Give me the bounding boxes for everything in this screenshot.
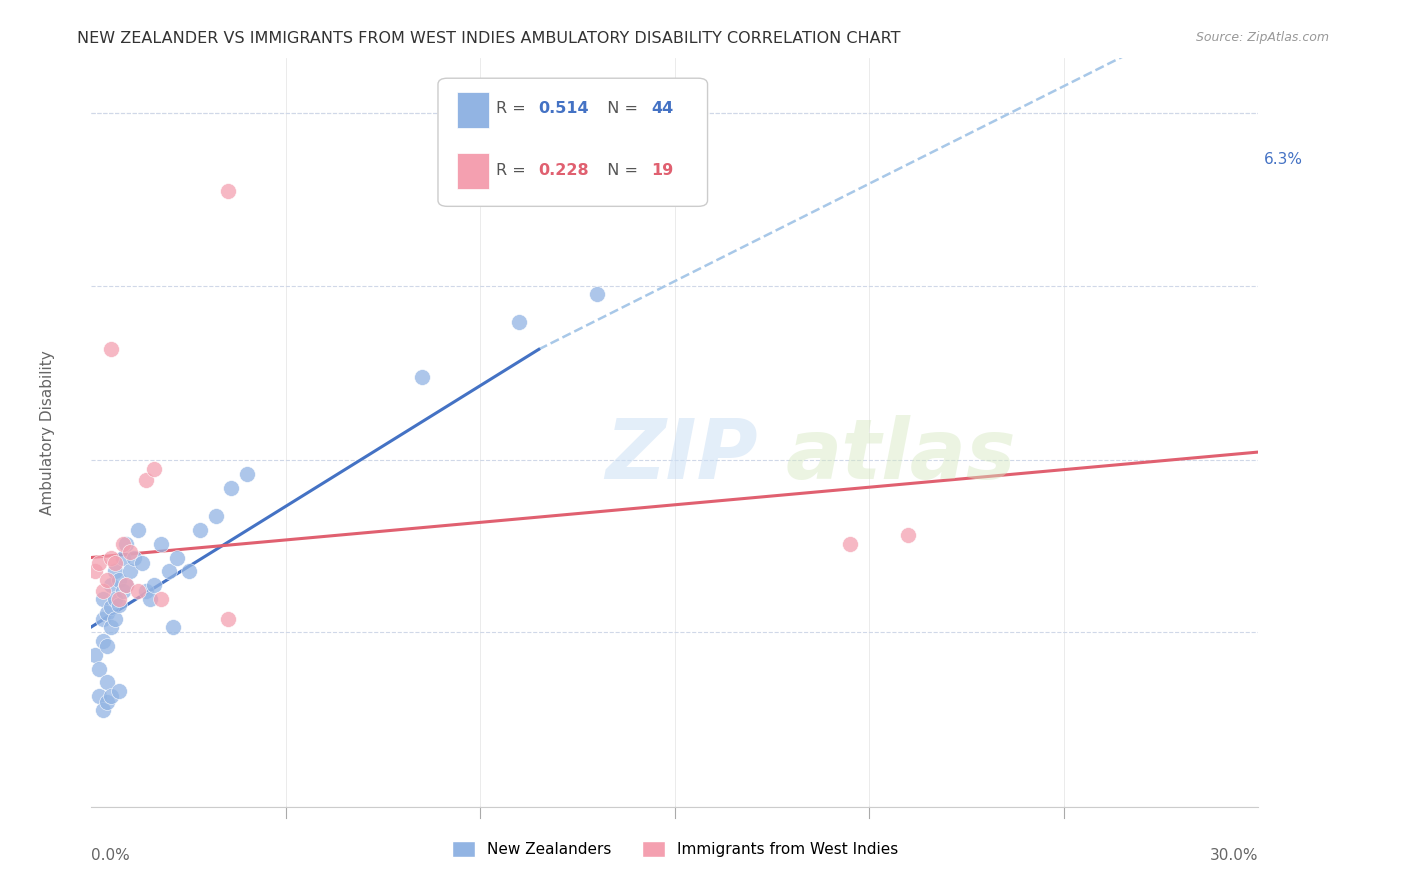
- Point: [217, 611, 239, 625]
- Text: 6.3%: 6.3%: [1264, 153, 1303, 167]
- Point: [166, 550, 188, 565]
- Text: 0.228: 0.228: [538, 163, 589, 178]
- Text: 0.514: 0.514: [538, 101, 589, 116]
- Point: [122, 550, 145, 565]
- Point: [84, 565, 107, 579]
- Point: [91, 583, 114, 598]
- Point: [104, 565, 127, 579]
- Point: [100, 343, 122, 357]
- Point: [217, 184, 239, 198]
- Point: [188, 523, 211, 537]
- Point: [91, 592, 114, 607]
- Point: [89, 556, 111, 570]
- FancyBboxPatch shape: [457, 92, 489, 128]
- Point: [107, 573, 129, 587]
- Point: [115, 536, 138, 550]
- Point: [107, 683, 129, 698]
- Text: 19: 19: [651, 163, 673, 178]
- Point: [111, 583, 134, 598]
- Point: [157, 565, 180, 579]
- Point: [96, 695, 118, 709]
- Point: [162, 620, 184, 634]
- Point: [131, 556, 153, 570]
- Point: [138, 592, 162, 607]
- Text: 0.0%: 0.0%: [91, 848, 131, 863]
- Point: [142, 578, 165, 592]
- Point: [150, 592, 173, 607]
- Point: [107, 598, 129, 612]
- Point: [221, 481, 243, 495]
- Text: Ambulatory Disability: Ambulatory Disability: [39, 351, 55, 515]
- Point: [91, 611, 114, 625]
- Point: [135, 473, 157, 487]
- Point: [89, 690, 111, 704]
- Point: [236, 467, 259, 482]
- Point: [127, 583, 149, 598]
- Point: [100, 690, 122, 704]
- FancyBboxPatch shape: [439, 78, 707, 206]
- Point: [89, 661, 111, 675]
- Text: 44: 44: [651, 101, 673, 116]
- Point: [91, 703, 114, 717]
- Point: [104, 556, 127, 570]
- Point: [120, 565, 142, 579]
- Text: ZIP: ZIP: [605, 415, 758, 496]
- Point: [838, 536, 860, 550]
- Text: atlas: atlas: [786, 415, 1017, 496]
- Point: [142, 461, 165, 475]
- Text: N =: N =: [596, 101, 643, 116]
- Point: [586, 286, 609, 301]
- Text: NEW ZEALANDER VS IMMIGRANTS FROM WEST INDIES AMBULATORY DISABILITY CORRELATION C: NEW ZEALANDER VS IMMIGRANTS FROM WEST IN…: [77, 31, 901, 46]
- Point: [111, 550, 134, 565]
- Point: [96, 606, 118, 620]
- Point: [120, 545, 142, 559]
- Point: [115, 578, 138, 592]
- Point: [205, 508, 228, 523]
- Text: R =: R =: [496, 101, 531, 116]
- Point: [96, 573, 118, 587]
- Text: 30.0%: 30.0%: [1211, 848, 1258, 863]
- Point: [84, 648, 107, 662]
- Point: [115, 578, 138, 592]
- Point: [150, 536, 173, 550]
- Point: [91, 633, 114, 648]
- Point: [135, 583, 157, 598]
- Point: [104, 611, 127, 625]
- Text: N =: N =: [596, 163, 643, 178]
- Point: [100, 550, 122, 565]
- Point: [127, 523, 149, 537]
- Point: [100, 600, 122, 615]
- Text: Source: ZipAtlas.com: Source: ZipAtlas.com: [1195, 31, 1329, 45]
- Point: [100, 620, 122, 634]
- Point: [104, 592, 127, 607]
- Legend: New Zealanders, Immigrants from West Indies: New Zealanders, Immigrants from West Ind…: [446, 835, 904, 863]
- FancyBboxPatch shape: [457, 153, 489, 189]
- Point: [107, 592, 129, 607]
- Point: [411, 370, 433, 384]
- Point: [111, 536, 134, 550]
- Text: R =: R =: [496, 163, 531, 178]
- Point: [100, 578, 122, 592]
- Point: [177, 565, 200, 579]
- Point: [96, 640, 118, 654]
- Point: [897, 528, 920, 542]
- Point: [508, 315, 530, 329]
- Point: [96, 675, 118, 690]
